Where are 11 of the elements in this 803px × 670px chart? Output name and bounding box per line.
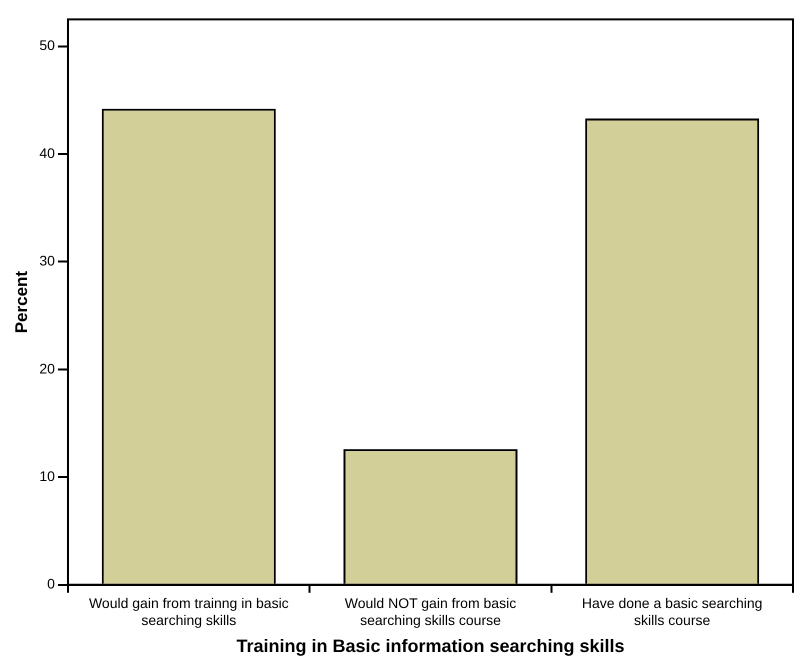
x-tick-label: Have done a basic searching skills course bbox=[582, 595, 762, 628]
y-tick-label: 30 bbox=[39, 252, 56, 269]
x-tick-label: Would NOT gain from basic searching skills course bbox=[344, 595, 516, 628]
y-tick-label: 20 bbox=[39, 360, 56, 376]
y-axis-title: Percent bbox=[12, 270, 31, 334]
x-tick-label: Would gain from trainng in basic searching skills bbox=[88, 595, 289, 628]
y-tick-label: 0 bbox=[47, 576, 56, 592]
x-axis-title: Training in Basic information searching skills bbox=[236, 636, 625, 656]
y-tick-label: 50 bbox=[39, 37, 56, 54]
y-tick-label: 40 bbox=[39, 144, 56, 161]
y-tick-label: 10 bbox=[39, 468, 56, 484]
